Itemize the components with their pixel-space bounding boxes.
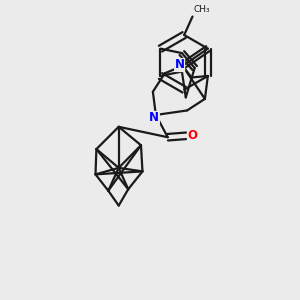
- Text: N: N: [149, 111, 159, 124]
- Text: CH₃: CH₃: [194, 4, 211, 14]
- Text: O: O: [188, 129, 197, 142]
- Text: N: N: [175, 58, 184, 71]
